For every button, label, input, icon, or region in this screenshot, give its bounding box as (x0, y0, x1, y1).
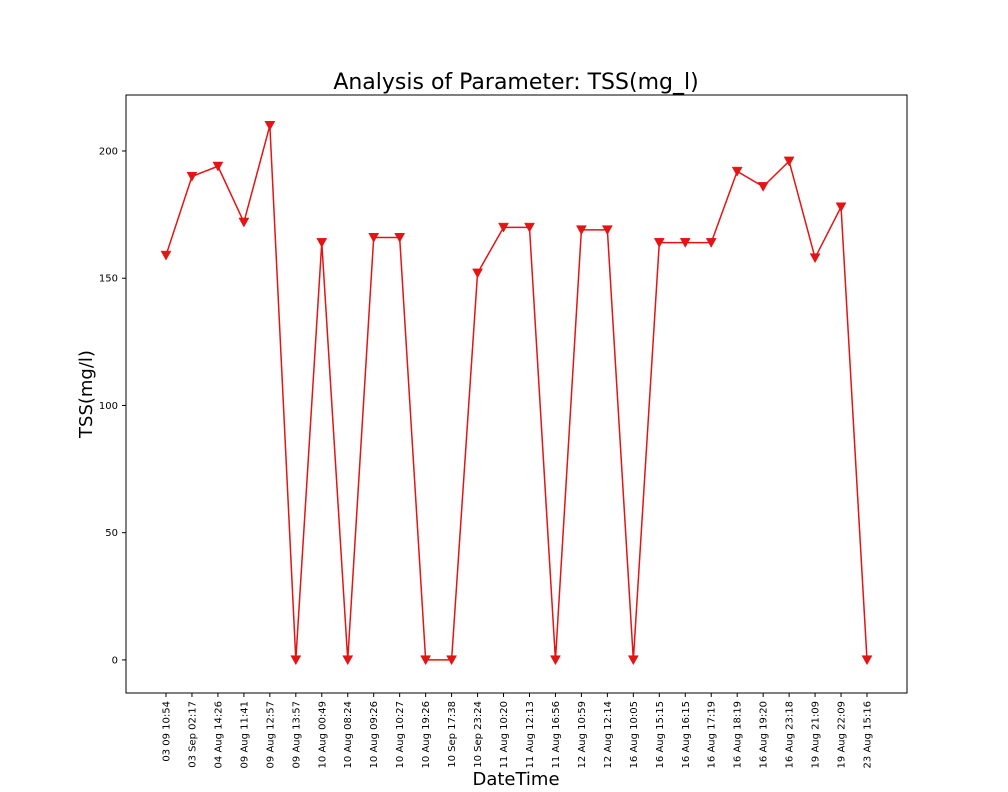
data-point (264, 121, 276, 131)
data-point (575, 225, 587, 236)
x-tick-label: 10 Aug 08:24 (343, 701, 354, 768)
data-point (653, 238, 665, 248)
data-point (731, 166, 743, 177)
data-point (679, 238, 691, 248)
data-point (550, 655, 561, 666)
x-tick-label: 11 Aug 16:56 (551, 701, 562, 768)
y-tick-label: 100 (99, 401, 118, 412)
x-tick-label: 11 Aug 12:13 (525, 701, 536, 768)
y-tick-label: 0 (112, 655, 118, 666)
plot-area (125, 94, 908, 694)
x-tick-label: 23 Aug 15:16 (863, 701, 874, 768)
x-tick-label: 04 Aug 14:26 (213, 701, 224, 768)
data-point (757, 182, 769, 192)
x-tick-label: 19 Aug 21:09 (811, 701, 822, 768)
data-point (368, 233, 380, 243)
x-tick-label: 10 Aug 09:26 (369, 701, 380, 768)
y-tick-label: 200 (99, 146, 118, 157)
data-point (290, 655, 302, 666)
series-line (165, 125, 868, 661)
series-markers (160, 121, 873, 666)
x-tick-label: 10 Sep 17:38 (447, 701, 458, 768)
data-point (420, 655, 432, 666)
x-tick-label: 03 09 10:54 (162, 701, 173, 762)
x-tick-label: 10 Aug 10:27 (395, 701, 406, 768)
x-tick-label: 12 Aug 12:14 (603, 701, 614, 768)
x-tick-label: 12 Aug 10:59 (577, 701, 588, 768)
data-point (160, 250, 172, 261)
y-tick-label: 150 (99, 274, 118, 285)
x-axis-label: DateTime (472, 769, 559, 790)
data-point (524, 222, 535, 233)
x-tick-label: 10 Aug 19:26 (421, 701, 432, 768)
y-axis-label: TSS(mg/l) (76, 350, 97, 439)
data-point (627, 655, 639, 666)
x-tick-label: 16 Aug 19:20 (759, 701, 770, 768)
x-tick-label: 19 Aug 22:09 (837, 701, 848, 768)
data-point (498, 222, 509, 233)
x-tick-label: 09 Aug 12:57 (265, 701, 276, 768)
x-tick-label: 03 Sep 02:17 (187, 701, 198, 768)
x-tick-label: 09 Aug 11:41 (239, 701, 250, 768)
data-point (809, 253, 821, 264)
data-point (186, 171, 198, 182)
x-tick-label: 11 Aug 10:20 (499, 701, 510, 768)
data-point (705, 238, 717, 248)
data-point (316, 238, 328, 248)
x-tick-label: 16 Aug 16:15 (681, 701, 692, 768)
data-point (783, 156, 795, 167)
x-tick-label: 10 Aug 00:49 (317, 701, 328, 768)
x-tick-label: 16 Aug 17:19 (707, 701, 718, 768)
x-tick-label: 16 Aug 10:05 (629, 701, 640, 768)
data-point (238, 217, 250, 228)
data-point (472, 268, 483, 279)
data-point (394, 233, 406, 243)
y-tick-label: 50 (105, 528, 118, 539)
data-point (861, 655, 873, 666)
data-point (835, 202, 847, 213)
x-tick-label: 10 Sep 23:24 (473, 701, 484, 768)
chart-title: Analysis of Parameter: TSS(mg_l) (333, 70, 698, 95)
x-tick-label: 09 Aug 13:57 (291, 701, 302, 768)
x-tick-label: 16 Aug 18:19 (733, 701, 744, 768)
data-point (342, 655, 354, 666)
x-axis: 03 09 10:54 03 Sep 02:17 04 Aug 14:26 09 Au… (162, 693, 874, 768)
data-point (212, 161, 224, 172)
x-tick-label: 16 Aug 23:18 (785, 701, 796, 768)
y-axis: 0 50 100 150 200 (99, 146, 126, 666)
x-tick-label: 16 Aug 15:15 (655, 701, 666, 768)
data-point (601, 225, 613, 236)
data-point (446, 655, 458, 666)
